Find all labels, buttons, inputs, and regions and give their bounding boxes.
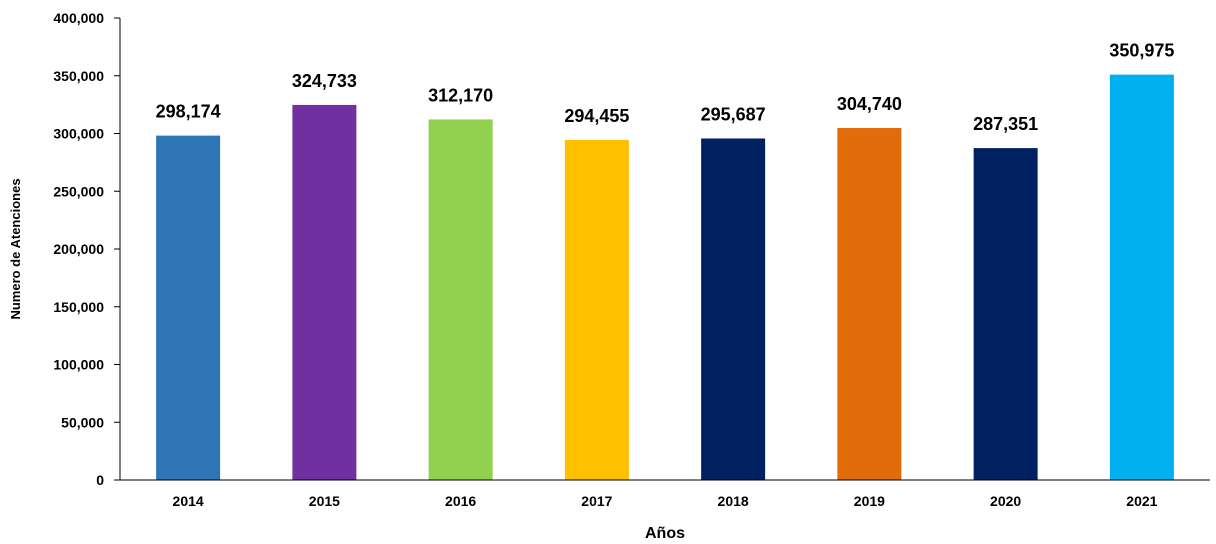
data-label-2021: 350,975 [1109,41,1174,61]
x-tick-label: 2016 [445,493,476,509]
bar-2020 [973,148,1038,480]
x-tick-label: 2021 [1126,493,1157,509]
y-tick-label: 200,000 [53,241,104,257]
y-tick-label: 300,000 [53,126,104,142]
y-tick-label: 50,000 [61,414,104,430]
y-tick-label: 0 [96,472,104,488]
x-axis-ticks: 2014 2015 2016 2017 2018 2019 2020 2021 [173,493,1158,509]
x-tick-label: 2018 [718,493,749,509]
bar-2014 [156,135,221,481]
bar-2016 [428,119,493,480]
y-axis-title: Numero de Atenciones [8,178,23,319]
bar-2017 [564,139,629,480]
x-tick-label: 2020 [990,493,1021,509]
bar-2015 [292,104,357,481]
data-label-2014: 298,174 [156,102,221,122]
y-tick-label: 350,000 [53,68,104,84]
y-tick-label: 400,000 [53,10,104,26]
x-tick-label: 2014 [173,493,204,509]
data-label-2017: 294,455 [564,106,629,126]
bar-2019 [837,128,902,480]
x-tick-label: 2019 [854,493,885,509]
data-label-2015: 324,733 [292,71,357,91]
x-tick-label: 2015 [309,493,340,509]
data-label-2018: 295,687 [701,104,766,124]
bar-2018 [701,138,766,481]
data-label-2019: 304,740 [837,94,902,114]
bar-series [156,74,1174,481]
x-axis-title: Años [645,525,685,542]
x-tick-label: 2017 [581,493,612,509]
data-label-2016: 312,170 [428,85,493,105]
data-labels: 298,174 324,733 312,170 294,455 295,687 304,7… [156,41,1175,134]
y-axis-ticks: 0 50,000 100,000 150,000 200,000 250,000 300,0… [53,10,120,488]
bar-2021 [1109,74,1174,481]
y-tick-label: 250,000 [53,183,104,199]
y-tick-label: 150,000 [53,299,104,315]
data-label-2020: 287,351 [973,114,1038,134]
y-tick-label: 100,000 [53,357,104,373]
